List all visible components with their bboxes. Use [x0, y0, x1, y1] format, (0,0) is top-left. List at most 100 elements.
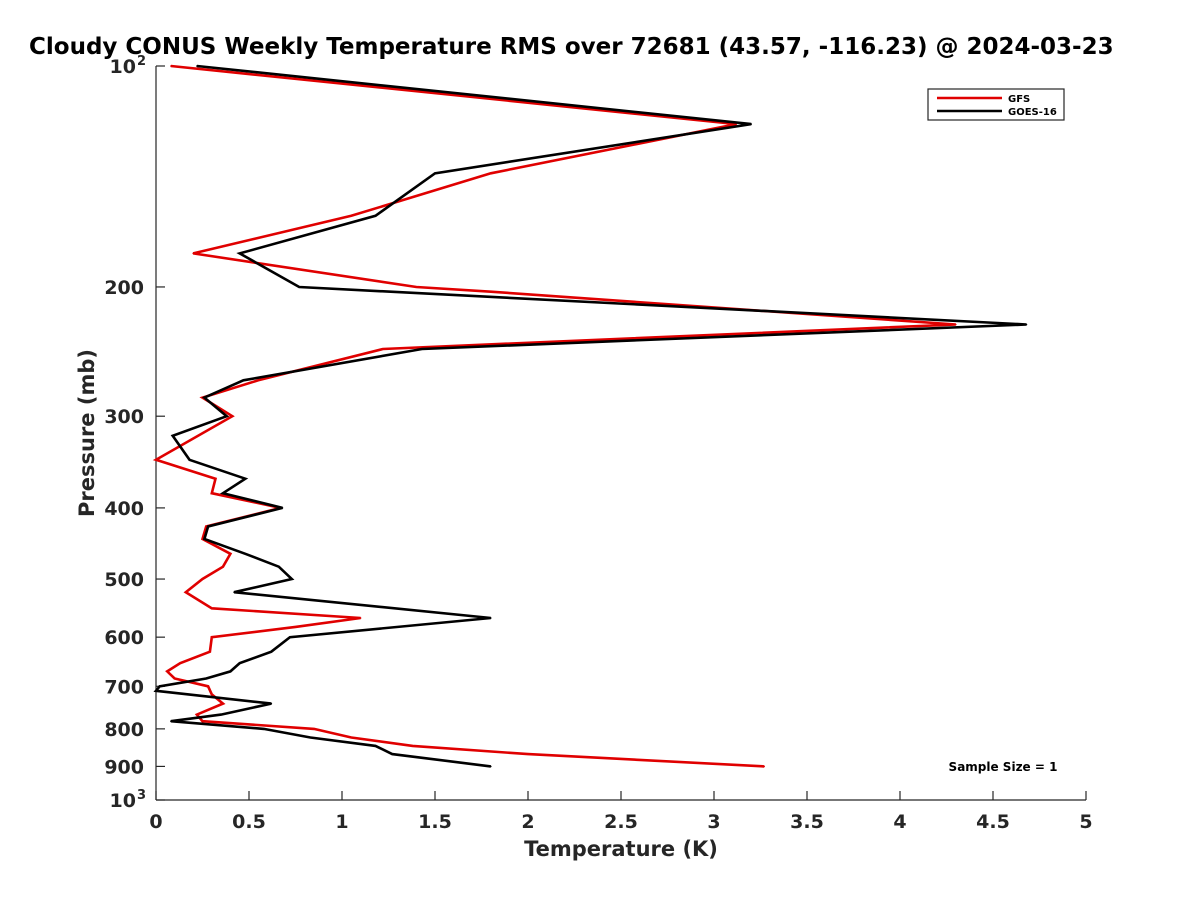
data-point: [490, 617, 492, 619]
data-point: [374, 745, 377, 747]
data-point: [188, 459, 191, 461]
data-point: [201, 578, 204, 580]
data-point: [1025, 323, 1028, 326]
data-point: [211, 492, 213, 495]
data-point: [222, 492, 224, 495]
data-point: [207, 525, 209, 528]
y-tick-label: 300: [104, 406, 144, 428]
y-tick-label: 200: [104, 277, 144, 299]
x-axis-label: Temperature (K): [524, 837, 718, 861]
data-point: [222, 565, 224, 568]
x-tick-label: 0.5: [232, 811, 266, 833]
data-point: [229, 670, 232, 673]
data-point: [289, 636, 291, 638]
data-point: [257, 379, 260, 382]
data-point: [158, 685, 161, 688]
x-axis-ticks: 0 0.5 1 1.5 2 2.5 3 3.5 4 4.5 5: [149, 791, 1093, 833]
data-point: [229, 553, 232, 555]
data-point: [291, 578, 293, 580]
data-point: [220, 713, 222, 716]
data-point: [490, 172, 492, 175]
data-point: [238, 252, 241, 255]
data-point: [298, 286, 301, 288]
y-tick-exponent: 3: [137, 788, 146, 803]
y-tick-label: 600: [104, 627, 144, 649]
data-point: [382, 348, 384, 350]
y-axis-label: Pressure (mb): [75, 349, 99, 517]
data-point: [309, 736, 312, 739]
x-tick-label: 5: [1079, 811, 1092, 833]
data-point: [350, 215, 353, 217]
data-point: [211, 607, 213, 610]
legend-box: [927, 88, 1065, 121]
y-tick-label: 500: [104, 569, 144, 591]
data-point: [281, 507, 284, 509]
data-point: [207, 685, 209, 688]
data-point: [211, 693, 213, 696]
y-tick-label-base: 300: [104, 406, 144, 428]
data-point: [185, 591, 187, 593]
sample-size-annotation: Sample Size = 1: [949, 760, 1058, 774]
data-point: [166, 670, 168, 673]
x-tick-label: 4.5: [976, 811, 1010, 833]
data-point: [179, 662, 181, 664]
y-tick-exponent: 2: [137, 54, 146, 69]
data-point: [411, 745, 414, 747]
data-point: [415, 286, 418, 288]
x-tick-label: 2: [521, 811, 534, 833]
data-point: [278, 565, 280, 568]
data-point: [527, 753, 529, 755]
data-point: [434, 172, 436, 175]
data-point: [244, 553, 247, 555]
data-point: [173, 677, 176, 680]
data-point: [750, 123, 752, 125]
y-tick-label: 10: [110, 790, 136, 812]
y-tick-label-base: 700: [104, 676, 144, 698]
y-tick-label: 10: [110, 56, 136, 78]
data-point: [242, 379, 245, 382]
data-point: [171, 435, 174, 437]
x-tick-label: 1.5: [418, 811, 452, 833]
y-tick-label-base: 200: [104, 277, 144, 299]
data-point: [203, 538, 206, 540]
data-point: [955, 323, 957, 326]
series-line-goes-16: [153, 64, 1027, 768]
data-point: [490, 290, 492, 293]
y-tick-label-base: 600: [104, 627, 144, 649]
data-point: [192, 252, 194, 255]
data-point: [170, 65, 172, 67]
data-point: [421, 348, 423, 350]
y-tick-label: 700: [104, 676, 144, 698]
y-tick-label-base: 800: [104, 719, 144, 741]
x-tick-label: 3: [707, 811, 720, 833]
data-point: [201, 720, 204, 722]
data-point: [209, 650, 211, 653]
legend: GFS GOES-16: [927, 88, 1065, 121]
y-tick-label-base: 10: [110, 56, 136, 78]
data-point: [211, 636, 213, 638]
data-point: [391, 753, 394, 755]
data-point: [490, 765, 492, 768]
legend-label: GOES-16: [1008, 107, 1057, 118]
x-tick-label: 4: [893, 811, 906, 833]
data-point: [238, 662, 241, 664]
data-point: [374, 215, 377, 217]
series-layer: [152, 64, 1028, 768]
data-point: [205, 525, 207, 528]
data-point: [233, 591, 235, 593]
data-point: [244, 477, 247, 480]
data-point: [313, 728, 315, 730]
x-tick-label: 1: [335, 811, 348, 833]
y-tick-label-base: 900: [104, 756, 144, 778]
data-point: [270, 650, 273, 653]
data-point: [359, 617, 362, 619]
data-point: [155, 690, 157, 692]
x-tick-label: 3.5: [790, 811, 824, 833]
data-point: [231, 415, 234, 418]
data-point: [225, 415, 228, 418]
y-tick-label-base: 500: [104, 569, 144, 591]
data-point: [214, 477, 217, 480]
